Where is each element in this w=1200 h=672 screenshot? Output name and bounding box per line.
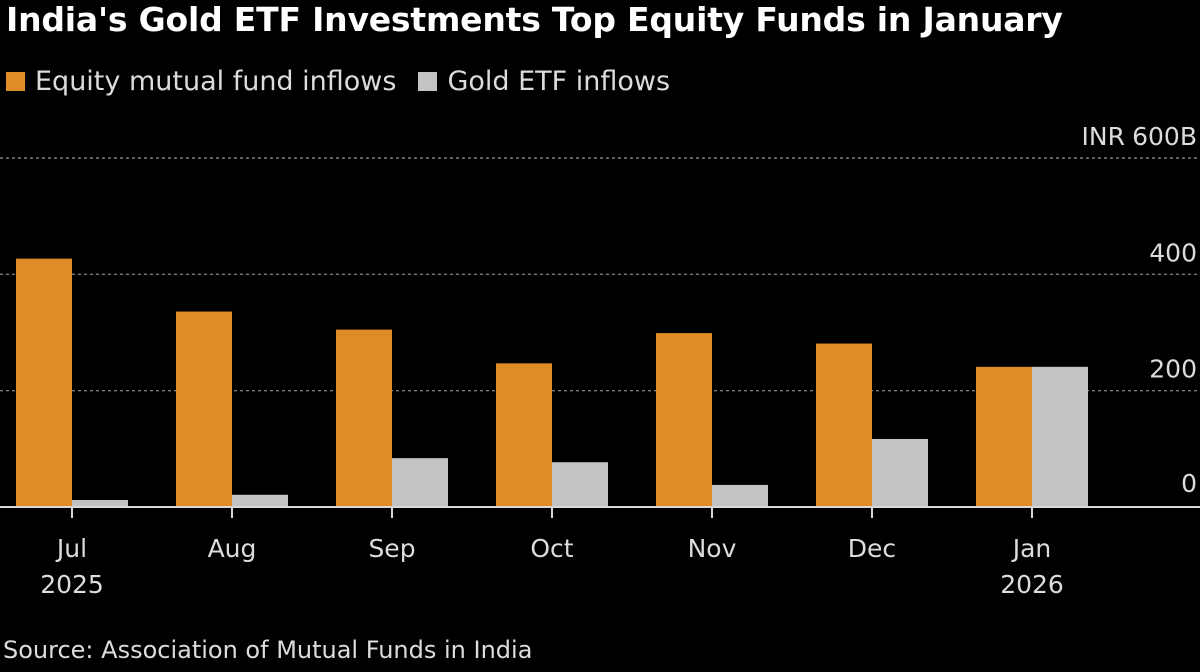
x-tick-label-dec: Dec: [848, 534, 896, 563]
bar-equity-jan: [976, 366, 1032, 507]
legend-label-gold: Gold ETF inflows: [447, 66, 671, 97]
x-tick-label-nov: Nov: [688, 534, 737, 563]
bar-equity-jul: [16, 258, 72, 507]
bar-gold-sep: [392, 458, 448, 507]
legend-swatch-equity: [6, 72, 25, 91]
bar-gold-dec: [872, 438, 928, 507]
x-tick-label-aug: Aug: [208, 534, 257, 563]
legend-swatch-gold: [418, 72, 438, 91]
legend: Equity mutual fund inflows Gold ETF infl…: [6, 66, 692, 97]
y-tick-label-200: 200: [1149, 355, 1197, 384]
bar-gold-oct: [552, 462, 608, 507]
legend-item-gold: Gold ETF inflows: [418, 66, 670, 97]
legend-item-equity: Equity mutual fund inflows: [6, 66, 396, 97]
bar-gold-jan: [1032, 366, 1088, 507]
x-tick-label-jul: Jul: [55, 534, 87, 563]
x-tick-label-oct: Oct: [530, 534, 573, 563]
x-tick-year-jan: 2026: [1000, 570, 1064, 599]
y-unit-label: INR: [1082, 122, 1125, 151]
source-note: Source: Association of Mutual Funds in I…: [3, 636, 533, 664]
y-tick-label-600: 600B: [1132, 122, 1197, 151]
bar-equity-nov: [656, 333, 712, 507]
bar-gold-aug: [232, 494, 288, 507]
bar-gold-jul: [72, 500, 128, 507]
y-tick-label-0: 0: [1181, 469, 1197, 498]
bar-equity-dec: [816, 343, 872, 507]
y-tick-label-400: 400: [1149, 238, 1197, 267]
x-tick-label-sep: Sep: [368, 534, 415, 563]
x-tick-label-jan: Jan: [1011, 534, 1052, 563]
chart-title: India's Gold ETF Investments Top Equity …: [6, 0, 1063, 39]
bar-equity-oct: [496, 363, 552, 507]
legend-label-equity: Equity mutual fund inflows: [35, 66, 397, 97]
bar-equity-sep: [336, 329, 392, 507]
x-tick-year-jul: 2025: [40, 570, 104, 599]
bar-gold-nov: [712, 484, 768, 507]
bar-equity-aug: [176, 311, 232, 507]
